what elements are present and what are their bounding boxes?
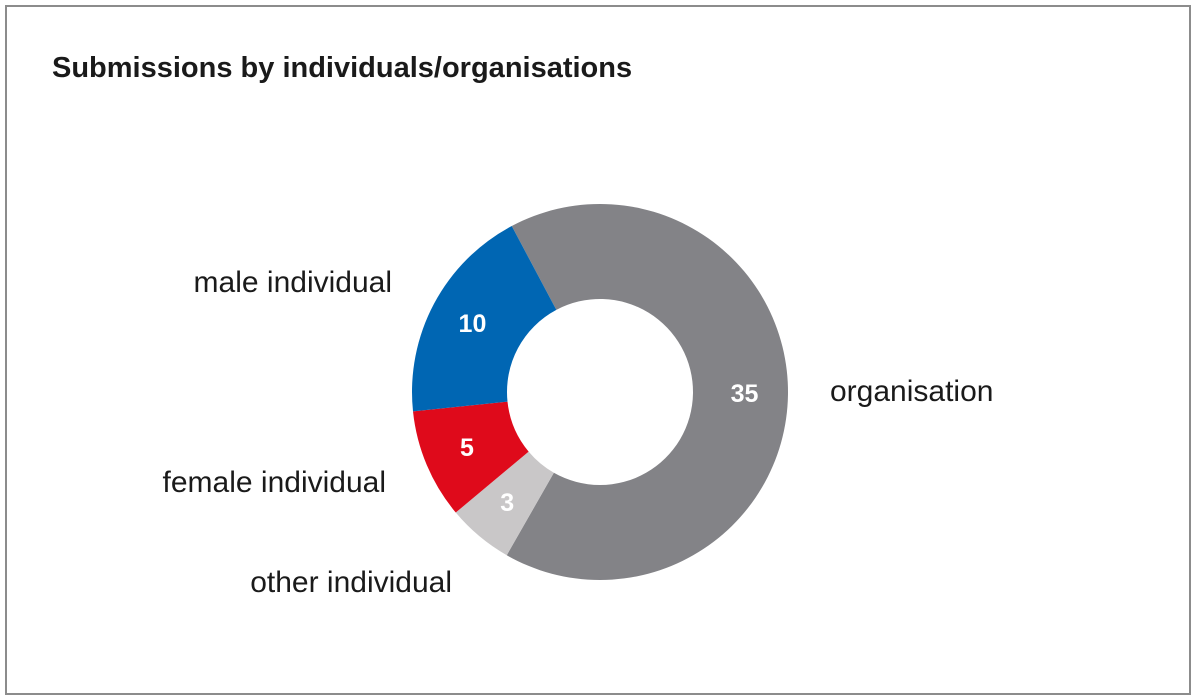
slice-other-individual [455,451,554,556]
slice-organisation [506,203,789,580]
chart-card [5,5,1191,695]
slices-layer [411,203,789,580]
category-label-organisation: organisation [830,375,993,408]
chart-title: Submissions by individuals/organisations [52,52,633,84]
value-label-female-individual: 5 [460,434,474,462]
value-labels-layer: 35 35 10 [459,310,759,517]
value-label-organisation: 35 [731,380,759,408]
category-label-other-individual: other individual [250,566,452,599]
value-label-male-individual: 10 [459,310,487,338]
slice-female-individual [413,401,529,513]
category-labels-layer: organisation other individual female indiv… [163,266,994,599]
category-label-male-individual: male individual [194,266,392,299]
category-label-female-individual: female individual [163,466,386,499]
value-label-other-individual: 3 [500,489,514,517]
slice-male-individual [411,226,557,412]
